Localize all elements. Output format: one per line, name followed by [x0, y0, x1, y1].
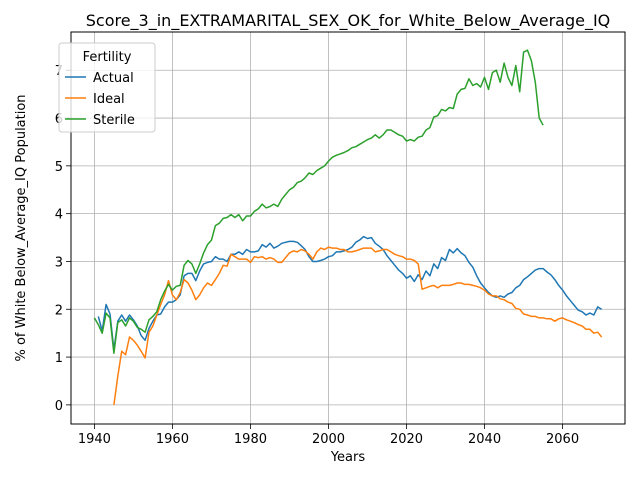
series-lines [93, 49, 603, 406]
y-tick-label: 2 [55, 303, 63, 318]
y-axis-label: % of White Below_Average_IQ Population [14, 94, 29, 361]
x-axis-label: Years [330, 450, 366, 465]
x-tick-label: 2000 [312, 432, 345, 447]
y-tick-label: 0 [55, 399, 63, 414]
legend-label-ideal: Ideal [93, 92, 125, 107]
series-line-sterile [93, 49, 544, 354]
y-tick-label: 5 [55, 160, 63, 175]
y-tick-label: 4 [55, 208, 63, 223]
x-axis-ticks: 1940 1960 1980 2000 2020 2040 2060 [78, 424, 579, 447]
y-tick-label: 3 [55, 255, 63, 270]
legend: Fertility Actual Ideal Sterile [58, 42, 156, 133]
chart-title: Score_3_in_EXTRAMARITAL_SEX_OK_for_White… [86, 11, 611, 31]
legend-label-sterile: Sterile [93, 113, 135, 128]
plot-frame [70, 31, 626, 425]
x-tick-label: 2060 [546, 432, 579, 447]
x-tick-label: 1940 [78, 432, 111, 447]
x-tick-label: 1980 [234, 432, 267, 447]
x-tick-label: 2020 [390, 432, 423, 447]
legend-label-actual: Actual [93, 71, 134, 86]
legend-box [58, 42, 156, 133]
x-tick-label: 2040 [468, 432, 501, 447]
legend-title: Fertility [83, 50, 132, 65]
legend-entries: Actual Ideal Sterile [65, 71, 135, 128]
x-tick-label: 1960 [156, 432, 189, 447]
grid [71, 32, 625, 424]
series-line-ideal [113, 246, 603, 406]
y-tick-label: 1 [55, 351, 63, 366]
